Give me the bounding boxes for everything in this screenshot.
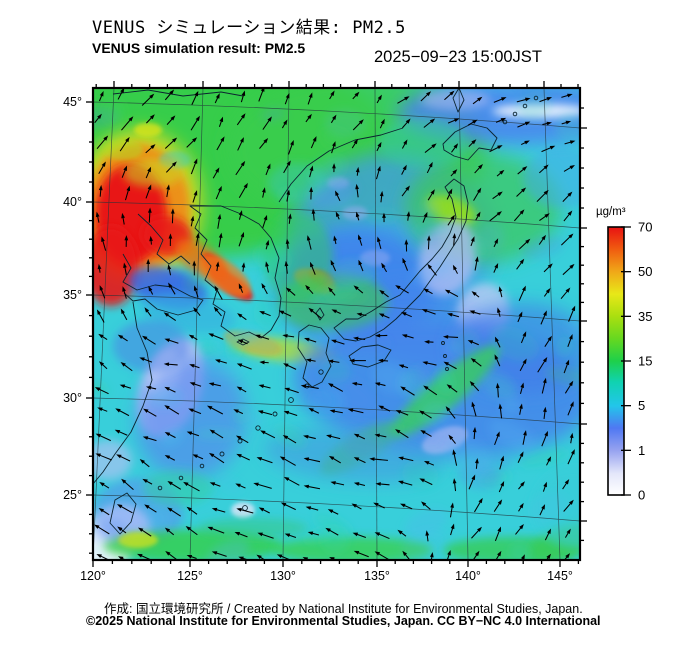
axis-labels: 120° 125° 130° 135° 140° 145° 45° 40° 35° 30° 25° — [63, 95, 573, 583]
coastline-layer — [93, 88, 539, 535]
svg-text:25°: 25° — [63, 488, 82, 502]
svg-text:35: 35 — [638, 309, 652, 324]
pm25-field-layer — [93, 88, 580, 560]
svg-text:125°: 125° — [177, 569, 203, 583]
svg-text:120°: 120° — [80, 569, 106, 583]
page-title-japanese: VENUS シミュレーション結果: PM2.5 — [92, 18, 406, 38]
svg-text:35°: 35° — [63, 288, 82, 302]
colorbar-unit-label: µg/m³ — [596, 206, 626, 218]
svg-text:40°: 40° — [63, 195, 82, 209]
credit-line: 作成: 国立環境研究所 / Created by National Instit… — [104, 602, 583, 616]
page-title-english: VENUS simulation result: PM2.5 — [92, 40, 306, 56]
svg-text:5: 5 — [638, 398, 645, 413]
map-frame — [91, 86, 582, 562]
svg-text:135°: 135° — [364, 569, 390, 583]
wind-arrows-layer — [94, 88, 576, 560]
svg-text:1: 1 — [638, 443, 645, 458]
svg-text:0: 0 — [638, 488, 645, 503]
license-line: ©2025 National Institute for Environment… — [86, 614, 601, 628]
svg-text:45°: 45° — [63, 95, 82, 109]
axes-layer — [86, 81, 587, 567]
map-canvas: 120° 125° 130° 135° 140° 145° 45° 40° 35° 30° 25° — [63, 81, 587, 583]
svg-text:140°: 140° — [455, 569, 481, 583]
svg-text:145°: 145° — [547, 569, 573, 583]
svg-text:70: 70 — [638, 220, 652, 235]
svg-text:15: 15 — [638, 354, 652, 369]
svg-text:50: 50 — [638, 264, 652, 279]
forecast-timestamp: 2025−09−23 15:00JST — [374, 48, 542, 66]
svg-text:30°: 30° — [63, 391, 82, 405]
svg-text:130°: 130° — [270, 569, 296, 583]
